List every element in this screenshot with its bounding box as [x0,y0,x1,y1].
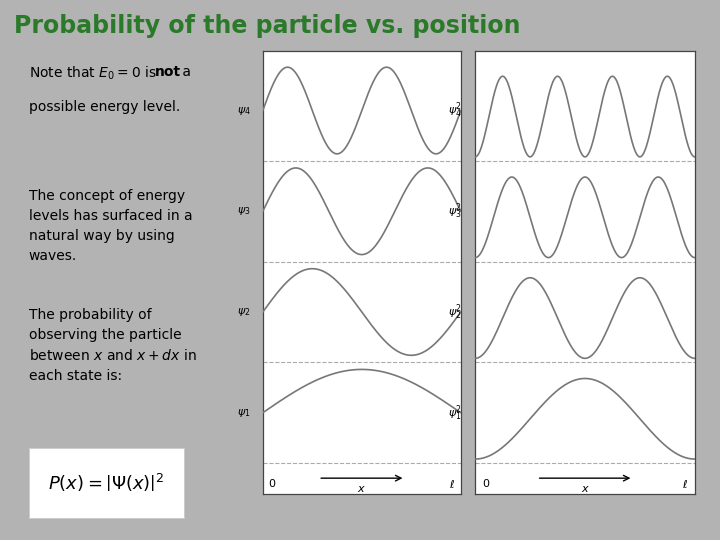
Text: $\psi_{3}^2$: $\psi_{3}^2$ [448,201,462,221]
Text: $\psi_{2}$: $\psi_{2}$ [238,306,251,318]
Text: $x$: $x$ [580,484,590,494]
Text: $\psi_{1}$: $\psi_{1}$ [238,407,251,418]
Text: The concept of energy
levels has surfaced in a
natural way by using
waves.: The concept of energy levels has surface… [29,189,192,263]
Text: Probability of the particle vs. position: Probability of the particle vs. position [14,14,521,37]
Text: $\psi_{4}$: $\psi_{4}$ [237,105,251,117]
Text: 0: 0 [482,480,489,489]
Text: $\psi_{4}^2$: $\psi_{4}^2$ [448,101,462,120]
Text: $\psi_{2}^2$: $\psi_{2}^2$ [448,302,462,322]
Text: not: not [155,65,181,79]
Text: $\psi_{1}^2$: $\psi_{1}^2$ [448,403,462,422]
Text: 0: 0 [269,480,276,489]
Text: The probability of
observing the particle
between $x$ and $x + dx$ in
each state: The probability of observing the particl… [29,308,197,383]
Text: a: a [178,65,191,79]
Text: $\psi_{3}$: $\psi_{3}$ [238,205,251,217]
Text: possible energy level.: possible energy level. [29,100,180,114]
Text: $P(x) = \left|\Psi(x)\right|^2$: $P(x) = \left|\Psi(x)\right|^2$ [48,472,164,494]
Text: $x$: $x$ [357,484,366,494]
Text: Note that $E_0 = 0$ is: Note that $E_0 = 0$ is [29,65,158,82]
Text: $\ell$: $\ell$ [682,478,688,490]
Text: $\ell$: $\ell$ [449,478,455,490]
